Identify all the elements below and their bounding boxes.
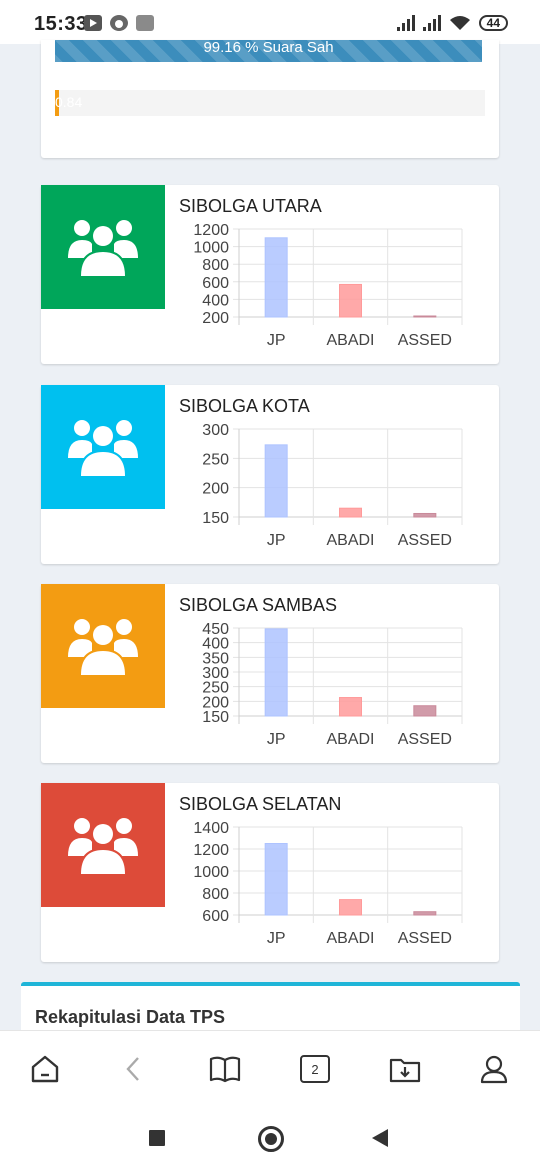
district-title: SIBOLGA KOTA [179,396,310,416]
users-group-icon [68,420,138,476]
chevron-left-icon [126,1057,139,1081]
district-icon-box [41,185,165,309]
book-icon [209,1056,241,1083]
chrome-notification-icon [110,15,128,31]
district-card-sibolga-utara: SIBOLGA UTARA 1200 1000 800 600 400 200 JP ABAD… [41,185,499,364]
y-tick-label: 200 [202,310,229,327]
download-folder-icon [389,1058,421,1083]
wifi-icon [449,15,471,31]
valid-votes-progress: 99.16 % Suara Sah [55,40,482,62]
y-tick-label: 200 [202,694,229,711]
y-tick-label: 350 [202,650,229,667]
y-tick-label: 1400 [193,821,229,837]
bar-assed [413,705,437,717]
back-button[interactable] [116,1051,152,1087]
x-tick-label: ABADI [326,930,374,947]
valid-votes-label: 99.16 % Suara Sah [203,39,334,56]
rekap-title: Rekapitulasi Data TPS [35,1007,226,1027]
y-tick-label: 150 [202,709,229,726]
x-tick-label: JP [267,930,286,947]
signal-1-icon [396,15,415,31]
district-title: SIBOLGA SAMBAS [179,595,338,615]
bar-abadi [339,507,362,518]
bar-jp [264,628,288,717]
battery-indicator: 44 [478,15,508,31]
district-bar-chart: 1400 1200 1000 800 600 JP ABADI ASSED [193,821,463,947]
home-button[interactable] [27,1051,63,1087]
x-tick-label: ASSED [398,930,452,947]
user-icon [480,1055,508,1084]
vote-summary-card: 99.16 % Suara Sah 0.84 [41,40,499,158]
x-tick-label: JP [267,731,286,748]
district-icon-box [41,584,165,708]
y-tick-label: 200 [202,481,229,498]
district-icon-box [41,385,165,509]
x-tick-label: ABADI [326,332,374,349]
y-tick-label: 250 [202,451,229,468]
tabs-button[interactable]: 2 [297,1051,333,1087]
bar-assed [413,315,437,318]
system-home-button[interactable] [258,1126,284,1152]
status-time: 15:33 [34,13,88,35]
youtube-notification-icon [84,15,102,31]
district-title: SIBOLGA SELATAN [179,794,342,814]
tab-count: 2 [300,1055,330,1083]
y-tick-label: 150 [202,510,229,527]
users-group-icon [68,818,138,874]
x-tick-label: ASSED [398,731,452,748]
district-bar-chart: 300 250 200 150 JP ABADI ASSED [202,423,463,549]
bar-jp [264,237,288,318]
x-tick-label: ASSED [398,332,452,349]
x-tick-label: ASSED [398,532,452,549]
users-group-icon [68,220,138,276]
y-tick-label: 600 [202,275,229,292]
home-icon [31,1055,59,1083]
bookmarks-button[interactable] [207,1051,243,1087]
users-group-icon [68,619,138,675]
invalid-votes-label: 0.84 [55,94,83,110]
y-tick-label: 400 [202,292,229,309]
bar-jp [264,843,288,916]
district-title: SIBOLGA UTARA [179,196,322,216]
district-card-sibolga-sambas: SIBOLGA SAMBAS 450 400 350 300 250 200 150 JP AB… [41,584,499,763]
y-tick-label: 1000 [193,864,229,881]
bar-assed [413,911,437,916]
browser-toolbar: 2 [0,1030,540,1107]
bar-assed [413,512,437,518]
signal-2-icon [422,15,441,31]
invalid-votes-fill [55,90,59,116]
profile-button[interactable] [476,1051,512,1087]
x-tick-label: JP [267,332,286,349]
y-tick-label: 1200 [193,842,229,859]
system-nav-bar [0,1106,540,1170]
y-tick-label: 800 [202,257,229,274]
bar-abadi [339,697,362,717]
system-back-button[interactable] [372,1129,388,1147]
x-tick-label: JP [267,532,286,549]
status-bar: 15:33 44 [0,0,540,44]
district-card-sibolga-kota: SIBOLGA KOTA 300 250 200 150 JP ABADI ASSED [41,385,499,564]
bar-abadi [339,899,362,916]
y-tick-label: 250 [202,680,229,697]
x-tick-label: ABADI [326,731,374,748]
invalid-votes-progress: 0.84 [55,90,485,116]
y-tick-label: 400 [202,636,229,653]
district-card-sibolga-selatan: SIBOLGA SELATAN 1400 1200 1000 800 600 JP ABAD… [41,783,499,962]
recent-apps-button[interactable] [149,1130,165,1146]
y-tick-label: 800 [202,886,229,903]
y-tick-label: 300 [202,665,229,682]
y-tick-label: 1200 [193,223,229,239]
bar-jp [264,444,288,518]
y-tick-label: 1000 [193,240,229,257]
y-tick-label: 600 [202,908,229,925]
y-tick-label: 300 [202,423,229,439]
app-notification-icon [136,15,154,31]
bar-abadi [339,283,362,318]
downloads-button[interactable] [387,1051,423,1087]
x-tick-label: ABADI [326,532,374,549]
district-icon-box [41,783,165,907]
y-tick-label: 450 [202,622,229,638]
